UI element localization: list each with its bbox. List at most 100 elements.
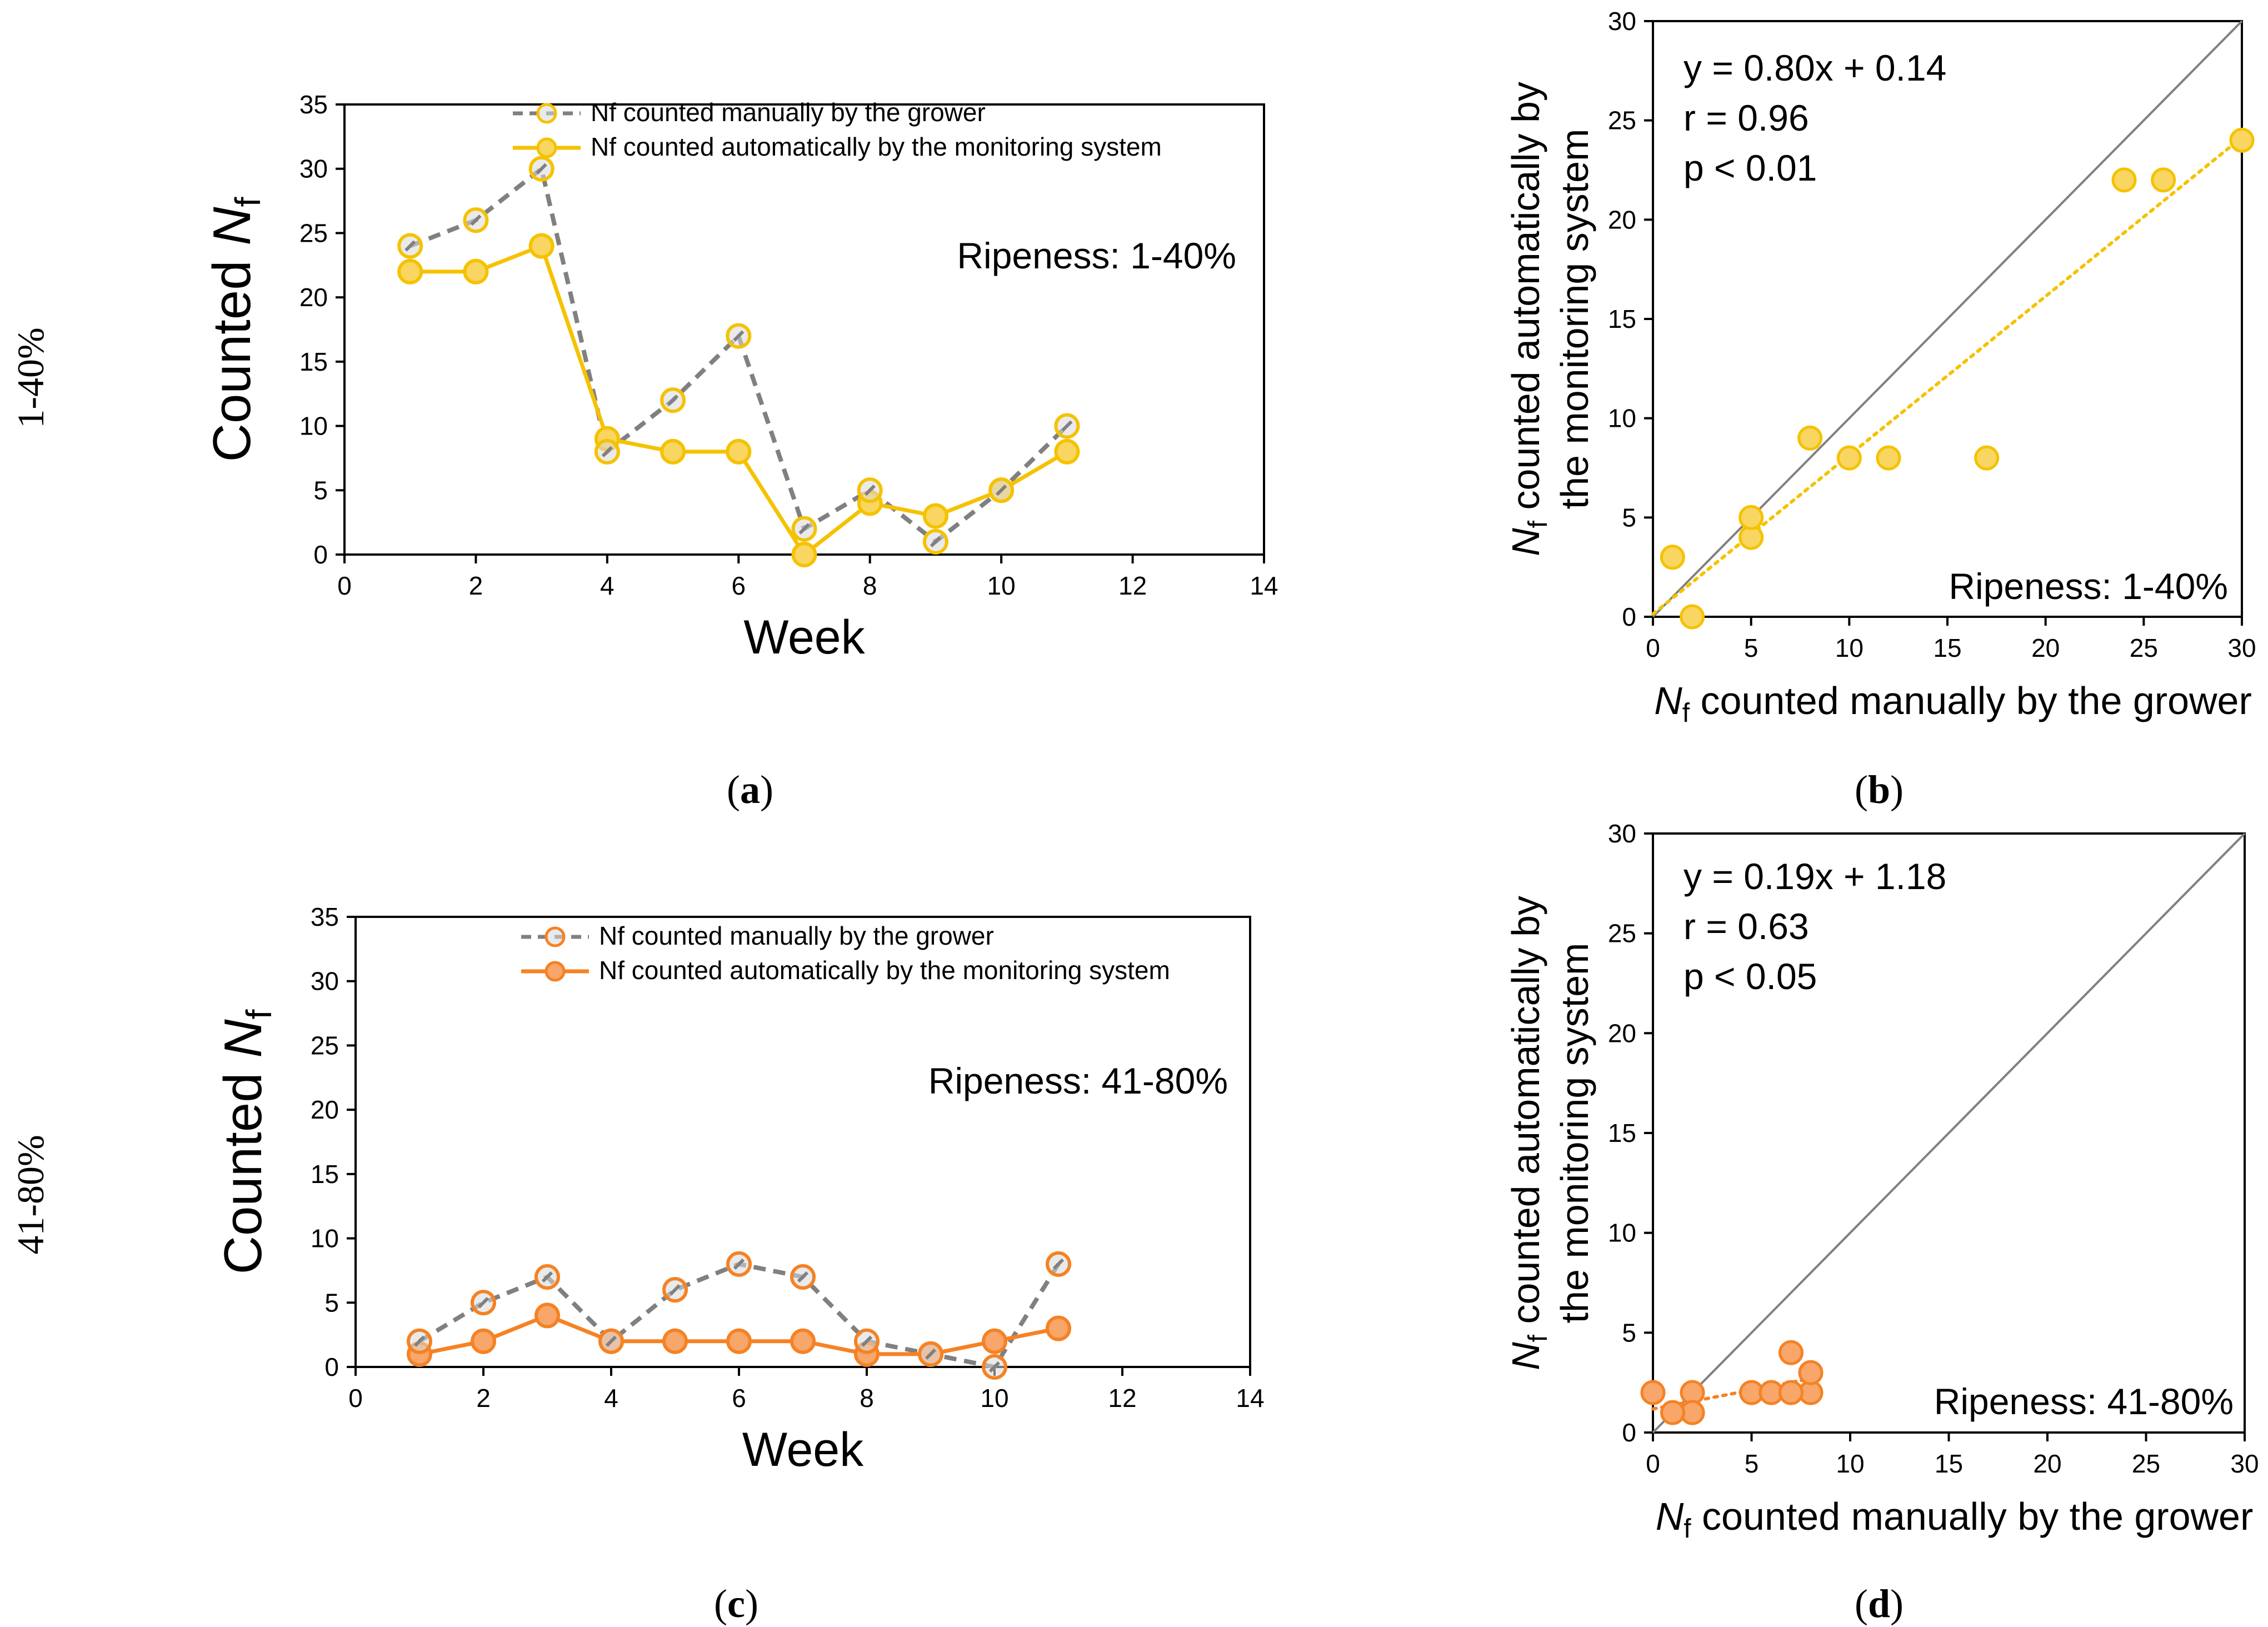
scatter-point — [1974, 445, 2000, 471]
y-tick-label: 10 — [1608, 404, 1636, 433]
scatter-point — [1797, 425, 1823, 451]
y-tick-label: 0 — [1622, 602, 1636, 631]
legend-label: Nf counted automatically by the monitori… — [599, 956, 1170, 985]
scatter-point — [1660, 1400, 1685, 1425]
panel-label-letter: d — [1868, 1581, 1890, 1626]
manual-series-point-dash — [930, 536, 942, 547]
x-tick-label: 4 — [604, 1384, 618, 1413]
identity-line — [1652, 832, 2246, 1434]
y-axis-label-line1: Nf counted automatically by — [1504, 82, 1553, 556]
y-axis-label-sub: f — [1523, 1334, 1553, 1342]
legend-marker — [536, 137, 557, 158]
auto-series-point — [1046, 1315, 1071, 1341]
x-axis-label: Week — [743, 611, 865, 664]
manual-series-point-dash — [925, 1348, 937, 1360]
panel-label-paren: ( — [727, 767, 740, 812]
stats-line: r = 0.96 — [1683, 97, 1809, 138]
legend-label: Nf counted manually by the grower — [591, 98, 986, 127]
ripeness-annotation: Ripeness: 41-80% — [1934, 1381, 2234, 1422]
panel-d-scatter-chart: 0 5 10 15 20 25 30 0 5 10 15 20 25 30 y = 0.19x + 1.18… — [1504, 819, 2259, 1626]
manual-series-point-dash — [797, 1271, 809, 1283]
stats-line: y = 0.80x + 0.14 — [1683, 47, 1946, 88]
ripeness-annotation: Ripeness: 41-80% — [928, 1060, 1228, 1101]
x-axis-label: Nf counted manually by the grower — [1654, 679, 2252, 728]
x-axis-label: Nf counted manually by the grower — [1656, 1495, 2254, 1544]
y-tick-label: 15 — [299, 347, 328, 376]
auto-series-point — [471, 1328, 496, 1354]
scatter-point — [1660, 545, 1685, 570]
x-tick-label: 30 — [2227, 633, 2256, 662]
panel-label-paren: ) — [1890, 767, 1904, 812]
auto-series-point — [534, 1302, 560, 1329]
scatter-point — [2151, 167, 2176, 193]
x-tick-label: 6 — [732, 1384, 746, 1413]
panel-label-letter: b — [1868, 767, 1890, 812]
auto-series-point — [726, 1328, 752, 1354]
y-tick-label: 15 — [1608, 1119, 1636, 1147]
stats-line: r = 0.63 — [1683, 906, 1809, 947]
x-tick-label: 4 — [600, 571, 615, 600]
panel-label-a: (a) — [727, 767, 773, 812]
x-tick-label: 8 — [863, 571, 877, 600]
y-axis-label-sub: f — [1523, 520, 1553, 528]
x-tick-label: 8 — [860, 1384, 874, 1413]
stats-line: p < 0.01 — [1683, 147, 1817, 188]
legend-label: Nf counted automatically by the monitori… — [591, 132, 1162, 161]
y-axis-label-rest: counted automatically by — [1504, 82, 1547, 521]
scatter-point — [1779, 1340, 1804, 1365]
y-axis-label-italic: N — [202, 207, 262, 246]
panel-b-scatter-chart: 0 5 10 15 20 25 30 0 5 10 15 20 25 30 y = 0.80x + 0.14… — [1504, 7, 2256, 812]
legend-label: Nf counted manually by the grower — [599, 921, 994, 950]
plot-frame — [343, 103, 1265, 556]
auto-series-point — [660, 438, 686, 465]
auto-series-point — [922, 503, 948, 529]
legend-marker — [544, 926, 566, 947]
scatter-point — [1640, 1380, 1666, 1405]
manual-series-point-dash — [541, 1271, 553, 1283]
x-tick-label: 25 — [2130, 633, 2158, 662]
manual-series-point-dash — [605, 1335, 617, 1347]
x-tick-label: 15 — [1935, 1449, 1963, 1478]
auto-series-point — [662, 1328, 688, 1354]
y-tick-label: 5 — [1622, 1318, 1636, 1347]
x-tick-label: 25 — [2132, 1449, 2160, 1478]
panel-label-paren: ( — [1855, 767, 1868, 812]
x-tick-label: 30 — [2230, 1449, 2259, 1478]
x-axis-label-sub: f — [1683, 1514, 1691, 1544]
auto-series-point — [397, 258, 423, 285]
x-tick-label: 5 — [1744, 633, 1759, 662]
scatter-point — [1876, 445, 1901, 471]
x-axis-label-rest: counted manually by the grower — [1691, 1495, 2254, 1538]
manual-series-point-dash — [667, 395, 679, 406]
scatter-point — [1779, 1380, 1804, 1405]
manual-series-point-dash — [798, 523, 810, 535]
panel-label-letter: c — [727, 1581, 745, 1626]
panel-c-line-chart: 0 2 4 6 8 10 12 14 0 5 10 15 20 25 30 35 Nf counted manu… — [213, 902, 1265, 1626]
panel-label-paren: ( — [1855, 1581, 1868, 1626]
ripeness-annotation: Ripeness: 1-40% — [957, 235, 1236, 276]
scatter-point — [1739, 505, 1764, 530]
y-tick-label: 25 — [1608, 106, 1636, 135]
manual-series-point-dash — [733, 330, 745, 342]
x-tick-label: 2 — [469, 571, 483, 600]
x-axis-label-italic: N — [1654, 679, 1682, 722]
x-tick-label: 10 — [987, 571, 1016, 600]
x-tick-label: 15 — [1933, 633, 1961, 662]
x-tick-label: 20 — [2031, 633, 2060, 662]
y-tick-label: 35 — [311, 902, 339, 931]
y-tick-label: 20 — [311, 1095, 339, 1124]
x-tick-label: 12 — [1118, 571, 1147, 600]
x-tick-label: 10 — [1835, 633, 1864, 662]
legend-marker — [536, 103, 557, 124]
ripeness-annotation: Ripeness: 1-40% — [1949, 566, 2228, 607]
stats-line: y = 0.19x + 1.18 — [1683, 856, 1946, 897]
manual-series-point-dash — [861, 1335, 873, 1347]
y-tick-label: 25 — [1608, 919, 1636, 948]
y-axis-label: Counted Nf — [213, 1009, 279, 1274]
y-tick-label: 30 — [299, 154, 328, 183]
y-tick-label: 25 — [311, 1031, 339, 1060]
x-axis-label: Week — [742, 1423, 864, 1476]
manual-series-point-dash — [996, 485, 1007, 496]
x-tick-label: 0 — [1646, 633, 1660, 662]
x-tick-label: 0 — [1646, 1449, 1660, 1478]
